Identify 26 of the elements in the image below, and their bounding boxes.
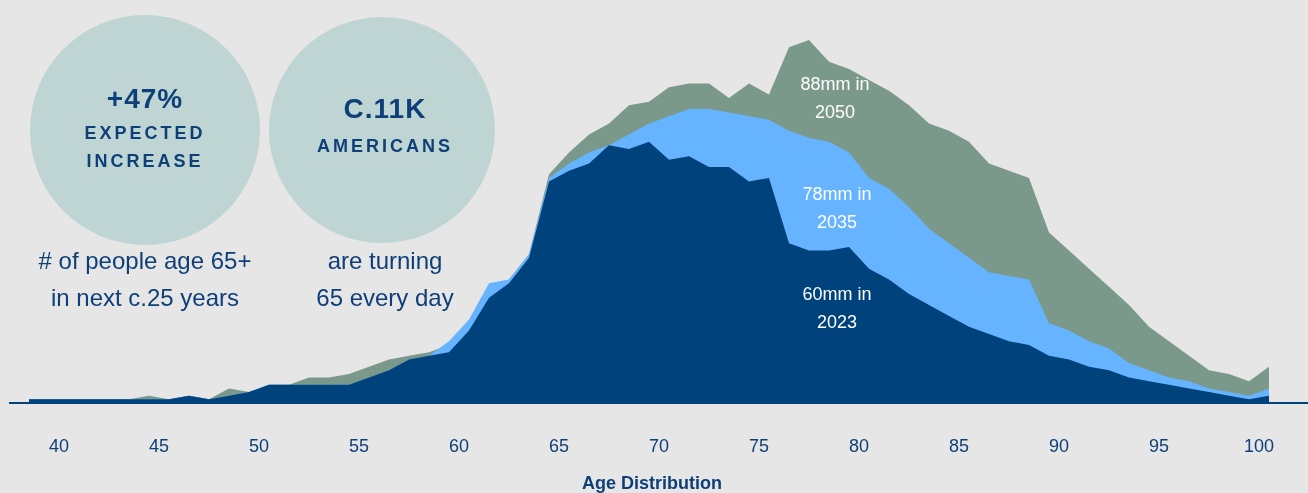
annotation: INCREASE	[86, 151, 204, 171]
x-tick-label: 80	[848, 436, 870, 456]
x-tick-label: 90	[1048, 436, 1070, 456]
annotation: C.11K	[343, 93, 427, 124]
series-label: 88mm in 2050	[800, 74, 870, 122]
annotation: # of people age 65+	[38, 247, 252, 274]
annotation: AMERICANS	[316, 136, 454, 156]
annotation: +47%	[106, 83, 184, 114]
x-tick-label: 65	[548, 436, 570, 456]
annotation: in next c.25 years	[50, 284, 240, 311]
x-tick-label: 40	[48, 436, 70, 456]
x-tick-label: 55	[348, 436, 370, 456]
annotation: EXPECTED	[84, 123, 206, 143]
x-tick-label: 95	[1148, 436, 1170, 456]
x-tick-label: 45	[148, 436, 170, 456]
x-tick-label: 85	[948, 436, 970, 456]
x-tick-label: 70	[648, 436, 670, 456]
x-tick-label: 100	[1243, 436, 1275, 456]
x-tick-label: 60	[448, 436, 470, 456]
x-tick-label: 50	[248, 436, 270, 456]
x-axis-title: Age Distribution	[582, 473, 722, 493]
x-tick-label: 75	[748, 436, 770, 456]
annotation: 65 every day	[316, 284, 454, 311]
series-label: 78mm in 2035	[802, 184, 872, 232]
annotation: are turning	[327, 247, 443, 274]
series-label: 60mm in 2023	[802, 284, 872, 332]
